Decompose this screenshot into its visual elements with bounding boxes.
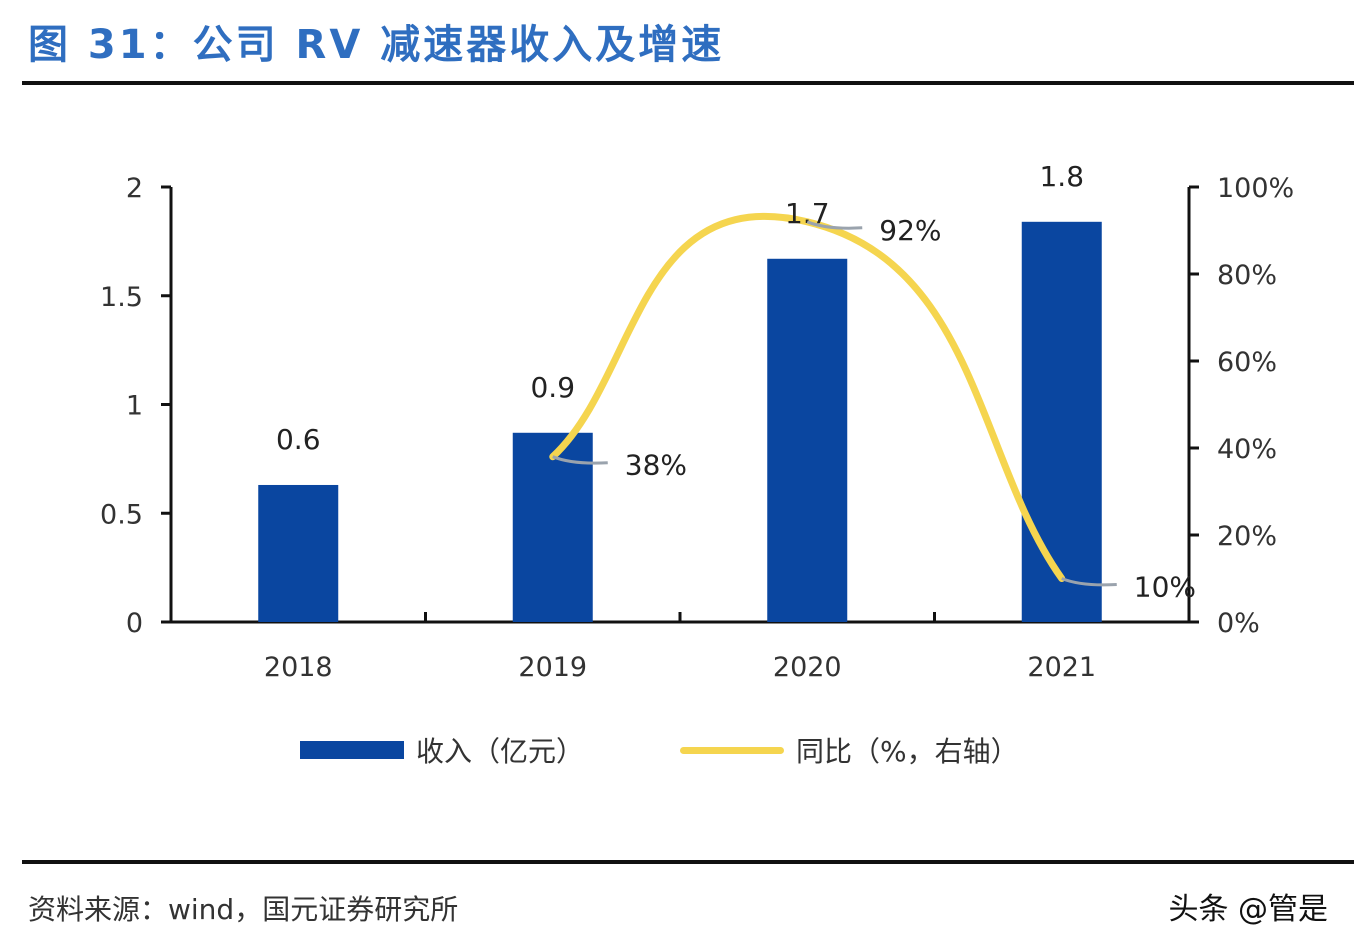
- x-tick-label: 2018: [264, 652, 333, 683]
- leader-line: [1061, 577, 1117, 587]
- left-tick-label: 0.5: [100, 499, 143, 530]
- legend: 收入（亿元） 同比（%，右轴）: [300, 730, 1019, 770]
- bottom-rule: [22, 860, 1354, 864]
- right-tick-label: 60%: [1217, 347, 1277, 378]
- legend-bar-label: 收入（亿元）: [416, 735, 585, 768]
- x-tick-label: 2021: [1027, 652, 1096, 683]
- line-value-label: 38%: [625, 449, 687, 482]
- bar-2018: [258, 484, 339, 622]
- watermark: 头条 @管是: [1168, 892, 1328, 927]
- leader-line: [552, 455, 608, 465]
- source-note: 资料来源：wind，国元证券研究所: [28, 893, 459, 926]
- line-value-label: 10%: [1134, 571, 1196, 604]
- bar-value-label: 1.8: [1039, 160, 1084, 193]
- legend-bar-swatch: [300, 741, 404, 759]
- right-tick-label: 40%: [1217, 434, 1277, 465]
- top-rule: [22, 81, 1354, 85]
- combo-chart: 00.511.520%20%40%60%80%100%2018 2019 2020 2…: [100, 160, 1294, 683]
- right-tick-label: 80%: [1217, 260, 1277, 291]
- bar-2021: [1021, 221, 1102, 623]
- data-labels: 0.6 0.9 1.7 1.8 38% 92% 10%: [276, 160, 1196, 604]
- right-tick-label: 0%: [1217, 608, 1260, 639]
- line-value-label: 92%: [879, 214, 941, 247]
- leader-line: [806, 220, 863, 230]
- left-tick-label: 1.5: [100, 282, 143, 313]
- bar-2019: [512, 432, 593, 622]
- left-tick-label: 2: [126, 173, 143, 204]
- bar-value-label: 1.7: [785, 197, 830, 230]
- right-tick-label: 100%: [1217, 173, 1294, 204]
- bar-2020: [767, 258, 848, 622]
- left-tick-label: 0: [126, 608, 143, 639]
- bar-value-label: 0.9: [530, 371, 575, 404]
- x-tick-label: 2019: [518, 652, 587, 683]
- legend-line-label: 同比（%，右轴）: [796, 735, 1019, 768]
- bar-value-label: 0.6: [276, 423, 321, 456]
- left-tick-label: 1: [126, 391, 143, 422]
- legend-line-swatch: [680, 746, 785, 754]
- right-tick-label: 20%: [1217, 521, 1277, 552]
- x-tick-label: 2020: [773, 652, 842, 683]
- bars: [258, 221, 1102, 623]
- figure-title: 图 31：公司 RV 减速器收入及增速: [28, 22, 725, 68]
